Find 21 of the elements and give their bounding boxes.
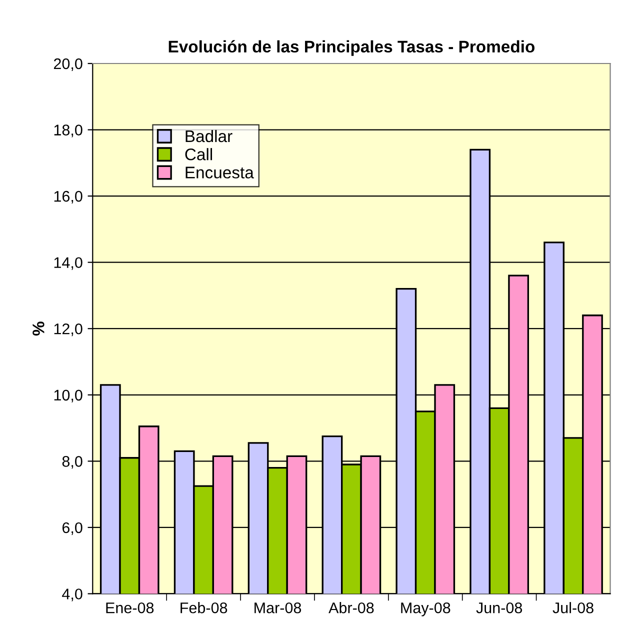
x-tick-label: May-08 — [401, 602, 450, 616]
legend-label: Encuesta — [186, 166, 254, 178]
x-tick-label: Feb-08 — [180, 602, 228, 614]
y-tick-label: 20,0 — [54, 58, 82, 71]
y-tick-label: 14,0 — [54, 257, 82, 270]
y-tick-label: 6,0 — [62, 522, 82, 535]
chart-title: Evolución de las Principales Tasas - Promedio — [168, 40, 535, 56]
x-tick-label: Mar-08 — [254, 602, 302, 614]
y-tick-label: 16,0 — [54, 190, 82, 204]
y-tick-label: 8,0 — [62, 456, 82, 469]
y-tick-label: 4,0 — [62, 588, 82, 602]
x-tick-label: Jul-08 — [552, 602, 594, 614]
x-tick-label: Abr-08 — [328, 602, 374, 614]
x-tick-label: Ene-08 — [106, 602, 154, 614]
y-axis-title: % — [32, 322, 44, 336]
y-tick-label: 12,0 — [54, 323, 82, 336]
legend-label: Call — [185, 148, 212, 160]
x-tick-label: Jun-08 — [476, 602, 522, 614]
legend-label: Badlar — [186, 130, 232, 142]
y-tick-label: 18,0 — [54, 124, 82, 138]
y-tick-label: 10,0 — [54, 390, 82, 402]
